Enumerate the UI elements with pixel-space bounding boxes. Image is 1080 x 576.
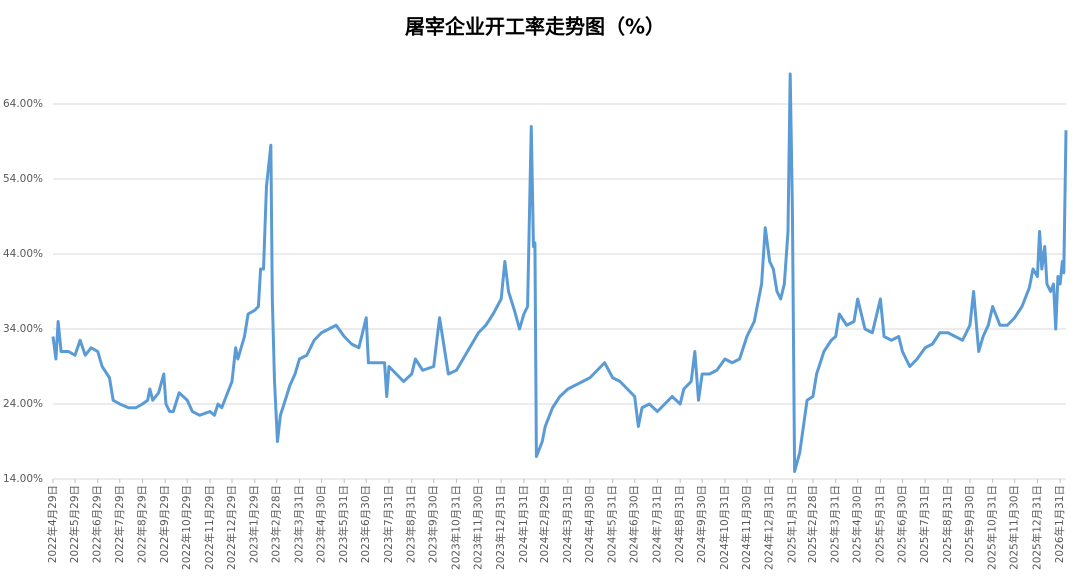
x-tick-label: 2025年5月31日 bbox=[873, 485, 886, 563]
x-tick-label: 2025年7月31日 bbox=[918, 485, 931, 563]
x-tick-label: 2023年12月31日 bbox=[494, 485, 507, 570]
x-tick-label: 2024年2月29日 bbox=[538, 485, 551, 563]
x-tick-label: 2025年4月30日 bbox=[851, 485, 864, 563]
y-tick-label: 34.00% bbox=[3, 323, 43, 335]
x-tick-label: 2024年3月31日 bbox=[561, 485, 574, 563]
x-tick-label: 2024年6月30日 bbox=[628, 485, 641, 563]
x-tick-label: 2023年3月31日 bbox=[292, 485, 305, 563]
x-tick-label: 2022年4月29日 bbox=[46, 485, 59, 563]
x-tick-label: 2022年9月29日 bbox=[158, 485, 171, 563]
x-tick-label: 2022年11月29日 bbox=[203, 485, 216, 570]
x-tick-label: 2025年12月31日 bbox=[1030, 485, 1043, 570]
x-tick-label: 2024年11月30日 bbox=[740, 485, 753, 570]
chart-title: 屠宰企业开工率走势图（%） bbox=[405, 15, 665, 39]
x-tick-label: 2024年10月31日 bbox=[718, 485, 731, 570]
y-tick-label: 24.00% bbox=[3, 398, 43, 410]
x-tick-label: 2023年7月31日 bbox=[382, 485, 395, 563]
x-tick-label: 2022年5月29日 bbox=[68, 485, 81, 563]
x-tick-label: 2023年4月30日 bbox=[314, 485, 327, 563]
x-tick-label: 2024年1月31日 bbox=[517, 485, 530, 563]
x-tick-label: 2026年1月31日 bbox=[1053, 485, 1066, 563]
y-tick-label: 14.00% bbox=[3, 473, 43, 485]
x-tick-label: 2025年3月31日 bbox=[829, 485, 842, 563]
x-tick-label: 2025年2月28日 bbox=[806, 485, 819, 563]
x-tick-label: 2025年1月31日 bbox=[785, 485, 798, 563]
x-tick-label: 2025年10月31日 bbox=[986, 485, 999, 570]
x-tick-label: 2023年10月31日 bbox=[449, 485, 462, 570]
x-tick-label: 2023年5月31日 bbox=[337, 485, 350, 563]
x-tick-label: 2025年9月30日 bbox=[963, 485, 976, 563]
data-line bbox=[51, 72, 1068, 473]
x-tick-label: 2023年9月30日 bbox=[427, 485, 440, 563]
x-tick-label: 2023年2月28日 bbox=[270, 485, 283, 563]
x-tick-label: 2023年6月30日 bbox=[359, 485, 372, 563]
y-tick-label: 44.00% bbox=[3, 248, 43, 260]
x-tick-label: 2023年11月30日 bbox=[471, 485, 484, 570]
x-tick-label: 2022年10月29日 bbox=[180, 485, 193, 570]
y-tick-label: 54.00% bbox=[3, 173, 43, 185]
x-tick-label: 2024年9月30日 bbox=[695, 485, 708, 563]
x-tick-label: 2024年4月30日 bbox=[583, 485, 596, 563]
x-tick-label: 2023年8月31日 bbox=[405, 485, 418, 563]
x-tick-label: 2024年5月31日 bbox=[606, 485, 619, 563]
x-tick-label: 2025年8月31日 bbox=[941, 485, 954, 563]
x-tick-label: 2025年6月30日 bbox=[895, 485, 908, 563]
x-tick-label: 2024年8月31日 bbox=[673, 485, 686, 563]
x-tick-label: 2023年1月29日 bbox=[248, 485, 261, 563]
x-tick-label: 2024年12月31日 bbox=[763, 485, 776, 570]
x-tick-label: 2022年7月29日 bbox=[113, 485, 126, 563]
x-tick-label: 2024年7月31日 bbox=[650, 485, 663, 563]
x-tick-label: 2022年8月29日 bbox=[135, 485, 148, 563]
x-tick-label: 2025年11月30日 bbox=[1008, 485, 1021, 570]
x-tick-label: 2022年12月29日 bbox=[225, 485, 238, 570]
x-tick-label: 2022年6月29日 bbox=[91, 485, 104, 563]
y-tick-label: 64.00% bbox=[3, 98, 43, 110]
